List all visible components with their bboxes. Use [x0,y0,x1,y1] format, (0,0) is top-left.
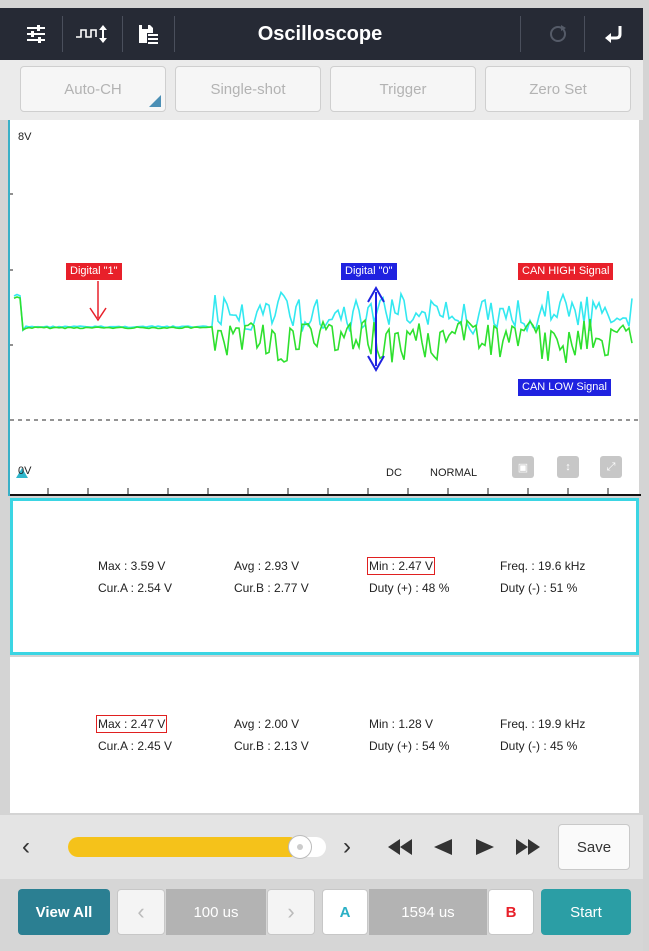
position-slider-knob[interactable] [288,835,313,859]
tool-row: Auto-CH Single-shot Trigger Zero Set [0,60,643,120]
b-duty-neg: Duty (-) : 45 % [500,739,578,753]
a-cur-a: Cur.A : 2.54 V [98,581,173,595]
single-shot-label: Single-shot [210,80,286,98]
step-back-icon[interactable] [434,839,452,855]
b-min: Min : 1.28 V [369,717,434,731]
scroll-right-icon[interactable]: › [343,833,351,860]
single-shot-button[interactable]: Single-shot [175,66,321,112]
a-avg: Avg : 2.93 V [234,559,300,573]
fullscreen-icon[interactable]: ⤢ [600,456,622,478]
scope-display[interactable]: 8V 0V Digital "1" Digital "0" CAN HIGH S… [8,120,641,496]
time-axis [10,494,641,496]
scroll-left-icon[interactable]: ‹ [22,833,30,860]
timebase-increase-button[interactable]: › [267,889,315,935]
can-high-label: CAN HIGH Signal [518,263,614,280]
page-title: Oscilloscope [257,23,383,45]
view-all-button[interactable]: View All [18,889,110,935]
top-bar: Oscilloscope [0,8,643,60]
back-arrow-icon[interactable] [592,8,636,60]
vertical-move-icon[interactable]: ↕ [557,456,579,478]
fast-rewind-icon[interactable] [388,839,412,855]
digital0-label: Digital "0" [341,263,397,280]
b-freq: Freq. : 19.9 kHz [500,717,586,731]
cursor-delta-value: 1594 us [369,889,487,935]
zero-set-label: Zero Set [529,80,587,98]
b-avg: Avg : 2.00 V [234,717,300,731]
a-freq: Freq. : 19.6 kHz [500,559,586,573]
b-cur-a: Cur.A : 2.45 V [98,739,173,753]
refresh-icon[interactable] [536,8,580,60]
a-cur-b: Cur.B : 2.77 V [234,581,309,595]
ground-marker-icon [16,468,28,478]
position-slider-fill [68,837,301,857]
a-max: Max : 3.59 V [98,559,166,573]
auto-ch-button[interactable]: Auto-CH [20,66,166,112]
b-cur-b: Cur.B : 2.13 V [234,739,309,753]
can-low-waveform [13,296,633,363]
timebase-value: 100 us [166,889,266,935]
timebase-decrease-button[interactable]: ‹ [117,889,165,935]
a-duty-pos: Duty (+) : 48 % [369,581,450,595]
cursor-b-button[interactable]: B [488,889,534,935]
trigger-button[interactable]: Trigger [330,66,476,112]
memory-icon[interactable]: ▣ [512,456,534,478]
b-duty-pos: Duty (+) : 54 % [369,739,450,753]
save-button[interactable]: Save [558,824,630,870]
playback-bar: ‹ › Save [0,815,643,879]
digital1-label: Digital "1" [66,263,122,280]
step-forward-icon[interactable] [476,839,494,855]
position-slider-track[interactable] [68,835,326,859]
a-min: Min : 2.47 V [366,557,436,575]
dropdown-corner-icon [149,95,161,107]
can-low-label: CAN LOW Signal [518,379,611,396]
cursor-a-button[interactable]: A [322,889,368,935]
scale-bottom-label: 0V [18,465,32,477]
zero-set-button[interactable]: Zero Set [485,66,631,112]
waveform-canvas [10,193,639,494]
save-list-icon[interactable] [126,8,170,60]
axis-ticks [10,193,609,494]
a-duty-neg: Duty (-) : 51 % [500,581,578,595]
fast-forward-icon[interactable] [516,839,540,855]
signal-scale-icon[interactable] [68,8,118,60]
b-max: Max : 2.47 V [95,715,168,733]
settings-sliders-icon[interactable] [14,8,58,60]
channel-b-panel[interactable]: Max : 2.47 V Avg : 2.00 V Min : 1.28 V F… [10,657,639,813]
trigger-label: Trigger [379,80,427,98]
coupling-indicator: DC [386,467,402,479]
scale-top-label: 8V [18,131,32,143]
channel-a-panel[interactable]: Max : 3.59 V Avg : 2.93 V Min : 2.47 V F… [10,498,639,655]
bottom-bar: View All ‹ 100 us › A 1594 us B Start [0,879,643,951]
start-button[interactable]: Start [541,889,631,935]
trigger-mode-indicator: NORMAL [430,467,478,479]
auto-ch-label: Auto-CH [64,80,122,98]
